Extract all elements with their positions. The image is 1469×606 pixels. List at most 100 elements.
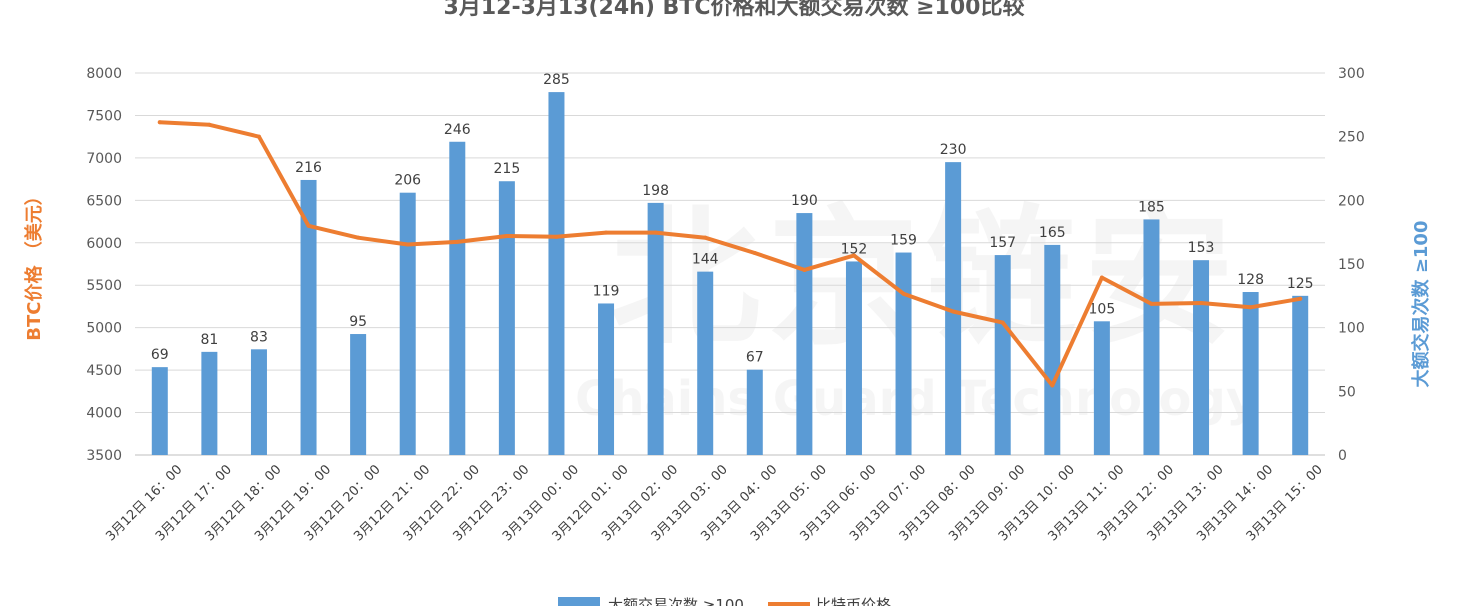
line-point [554,234,559,239]
y-left-tick-label: 8000 [86,66,122,82]
line-series [157,120,1303,388]
bar [201,351,218,455]
legend-line-label: 比特币价格 [816,596,891,606]
bar-value-label: 285 [543,72,570,88]
bar-value-label: 216 [295,160,322,176]
y-right-tick-label: 0 [1338,448,1347,464]
bar [1193,260,1210,455]
bar-value-label: 125 [1287,276,1314,292]
y-left-tick-label: 5500 [86,278,122,294]
bar [1093,321,1110,455]
bar-series [151,92,1309,455]
legend-bar-label: 大额交易次数 ≥100 [608,596,744,606]
line-point [1248,305,1253,310]
line-point [256,134,261,139]
bar [647,202,664,455]
line-point [1050,383,1055,388]
line-point [306,223,311,228]
bar [250,349,267,455]
y-right-tick-label: 200 [1338,193,1365,209]
bar-value-label: 81 [200,332,218,348]
y-left-tick-label: 5000 [86,321,122,337]
y-left-tick-label: 7500 [86,108,122,124]
price-line [157,120,1303,388]
bar [350,334,367,455]
y-axis-right-ticks: 300 250 200 150 100 50 0 [1338,66,1365,464]
bar-value-label: 67 [746,350,764,366]
line-point [504,233,509,238]
line-point [851,253,856,258]
bar [746,369,763,455]
bar-value-label: 144 [692,252,719,268]
y-right-tick-label: 100 [1338,321,1365,337]
bar-value-label: 206 [394,173,421,189]
bar [498,181,515,455]
bar-value-label: 190 [791,193,818,209]
bar [994,255,1011,455]
line-point [1298,296,1303,301]
y-left-tick-label: 7000 [86,151,122,167]
bar-value-label: 69 [151,347,169,363]
bar-value-label: 159 [890,233,917,249]
bar-value-label: 185 [1138,199,1165,215]
legend-bar-swatch [558,597,600,606]
y-left-tick-label: 4000 [86,406,122,422]
line-point [901,291,906,296]
line-point [951,309,956,314]
line-point [207,122,212,127]
line-point [356,235,361,240]
y-left-tick-label: 6000 [86,236,122,252]
line-point [455,239,460,244]
bar [548,92,565,455]
bar-value-label: 83 [250,329,268,345]
bar [151,367,168,455]
line-point [703,235,708,240]
gridlines [135,72,1325,456]
legend: 大额交易次数 ≥100 比特币价格 [558,596,891,606]
y-right-tick-label: 250 [1338,130,1365,146]
line-point [1000,320,1005,325]
bar [895,252,912,455]
bar [1143,219,1160,455]
y-right-tick-label: 150 [1338,257,1365,273]
bar-value-label: 105 [1089,301,1116,317]
bar-value-label: 153 [1188,240,1215,256]
bar-value-label: 152 [841,241,868,257]
bar-value-label: 165 [1039,225,1066,241]
bar-value-label: 230 [940,142,967,158]
line-point [1149,301,1154,306]
bar [449,141,466,455]
line-point [802,267,807,272]
bar-value-label: 157 [989,235,1016,251]
bar-value-label: 128 [1237,272,1264,288]
bar [300,179,317,455]
bar [1292,295,1309,455]
line-point [752,250,757,255]
bar-value-label: 119 [593,283,620,299]
line-point [653,230,658,235]
bar [845,261,862,455]
line-point [157,120,162,125]
line-point [405,242,410,247]
y-left-tick-label: 6500 [86,193,122,209]
y-right-tick-label: 300 [1338,66,1365,82]
y-left-tick-label: 4500 [86,363,122,379]
bar [1044,244,1061,455]
line-point [1199,301,1204,306]
line-point [604,230,609,235]
chart-title: 3月12-3月13(24h) BTC价格和大额交易次数 ≥100比较 [444,0,1025,20]
bar [399,192,416,455]
bar [598,303,615,455]
line-point [1099,275,1104,280]
bar [796,213,813,455]
bar-data-labels: 69 81 83 216 95 206 246 215 285 119 198 144 67 190 152… [151,72,1314,366]
bar [1242,292,1259,455]
y-axis-left-label: BTC价格 （美元） [23,187,45,340]
bar-value-label: 198 [642,183,669,199]
bar-value-label: 246 [444,122,471,138]
y-left-tick-label: 3500 [86,448,122,464]
bar-value-label: 215 [494,161,521,177]
bar-value-label: 95 [349,314,367,330]
